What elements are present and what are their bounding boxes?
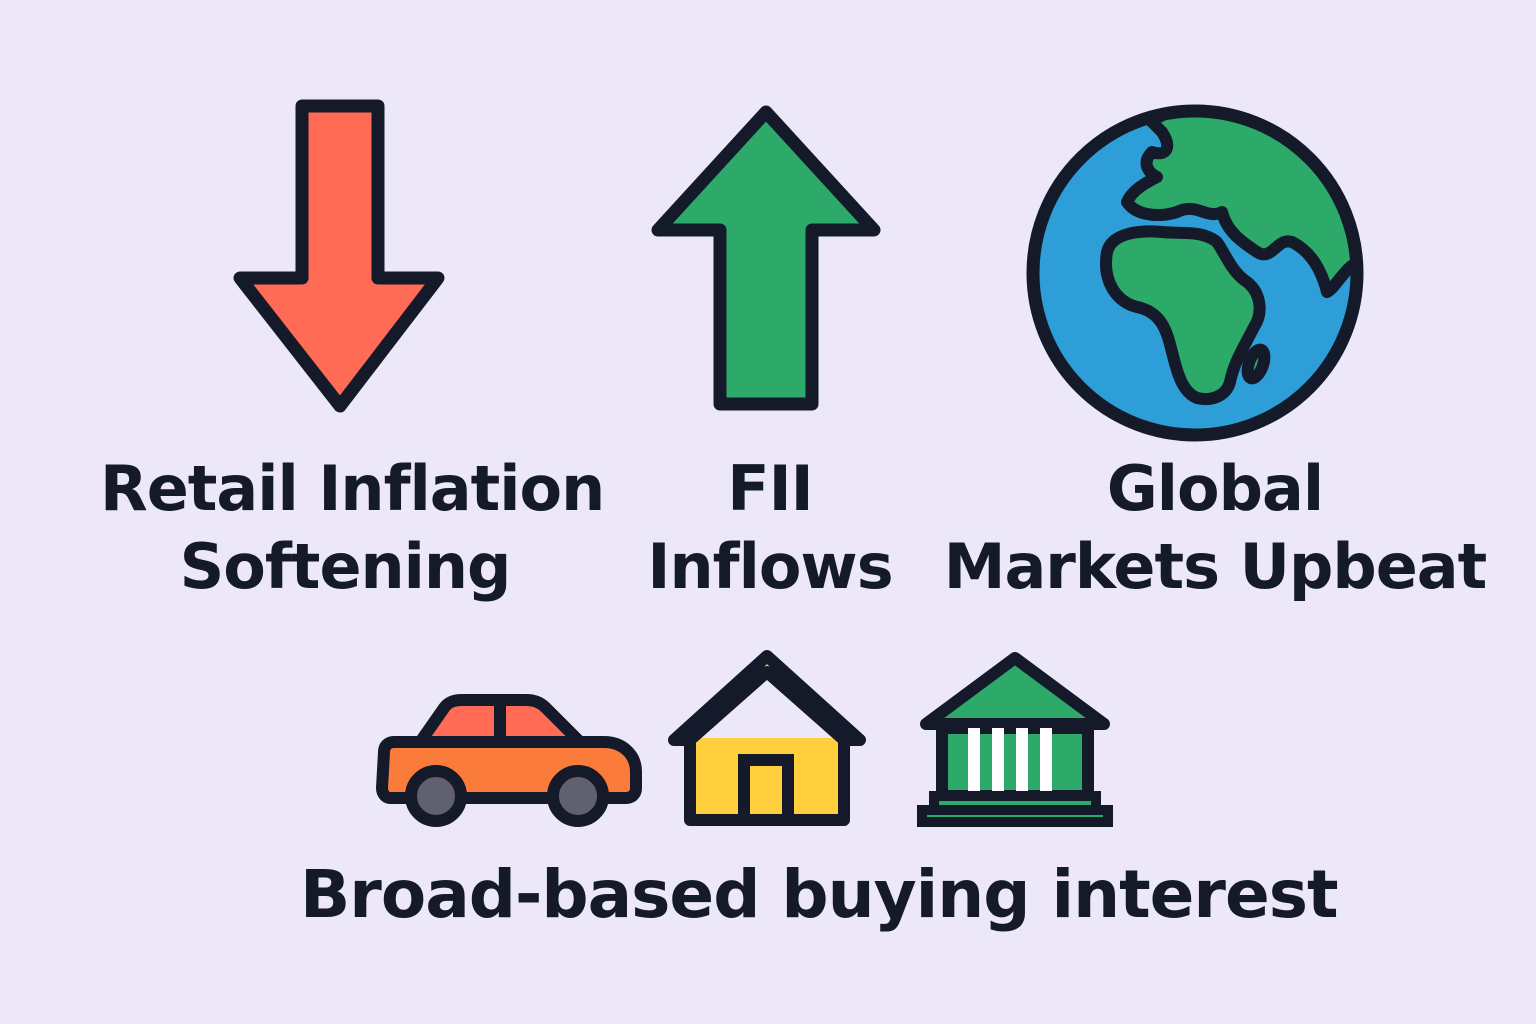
globe-icon <box>1026 104 1364 442</box>
factor-label-line: Markets Upbeat <box>943 530 1488 603</box>
factor-label-line: Softening <box>179 530 512 603</box>
factor-label-line: Inflows <box>647 530 893 603</box>
down-arrow-icon <box>233 99 445 413</box>
factor-label-line: FII <box>727 452 814 525</box>
factor-label-line: Retail Inflation <box>100 452 605 525</box>
factor-label-retail-inflation: Retail Inflation Softening <box>100 450 605 606</box>
up-arrow-icon <box>651 105 881 411</box>
factor-label-line: Global <box>1106 452 1324 525</box>
factor-label-global-markets: Global Markets Upbeat <box>940 450 1490 606</box>
bank-icon <box>917 652 1113 827</box>
factor-label-fii-inflows: FII Inflows <box>600 450 940 606</box>
house-icon <box>668 650 866 826</box>
sectors-caption: Broad-based buying interest <box>300 856 1339 933</box>
car-icon <box>376 694 642 827</box>
